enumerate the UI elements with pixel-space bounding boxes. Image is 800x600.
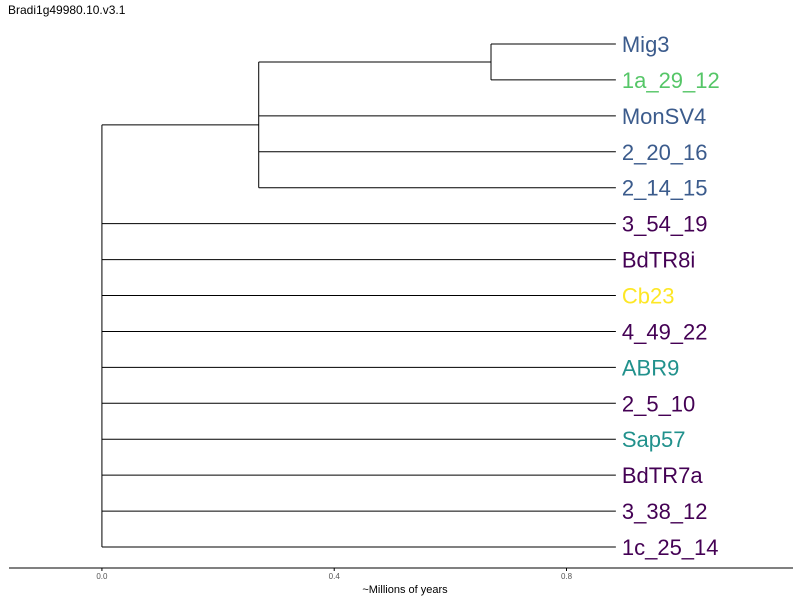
leaf-label: 1c_25_14 (622, 535, 719, 560)
leaf-label: 3_38_12 (622, 499, 708, 524)
leaf-label: 2_5_10 (622, 391, 695, 416)
leaf-label: Sap57 (622, 427, 686, 452)
leaf-label: Mig3 (622, 32, 670, 57)
x-tick-label: 0.8 (561, 572, 573, 581)
leaf-label: MonSV4 (622, 104, 706, 129)
leaf-label: 3_54_19 (622, 212, 708, 237)
leaf-label: 2_20_16 (622, 140, 708, 165)
leaf-label: Cb23 (622, 284, 675, 309)
x-tick-label: 0.4 (329, 572, 341, 581)
leaf-label: 2_14_15 (622, 176, 708, 201)
leaf-label: 1a_29_12 (622, 68, 720, 93)
leaf-labels: Mig3 1a_29_12 MonSV4 2_20_16 2_14_15 3_54_19 B… (622, 32, 720, 560)
chart-title: Bradi1g49980.10.v3.1 (8, 3, 126, 17)
tree-branches (101, 43, 616, 548)
x-tick-label: 0.0 (96, 572, 108, 581)
leaf-label: ABR9 (622, 355, 679, 380)
x-axis: 0.0 0.4 0.8 ~Millions of years (9, 567, 793, 596)
leaf-label: BdTR7a (622, 463, 703, 488)
leaf-label: BdTR8i (622, 248, 695, 273)
leaf-label: 4_49_22 (622, 319, 708, 344)
x-axis-label: ~Millions of years (362, 584, 448, 596)
x-axis-ticks: 0.0 0.4 0.8 (96, 568, 573, 581)
